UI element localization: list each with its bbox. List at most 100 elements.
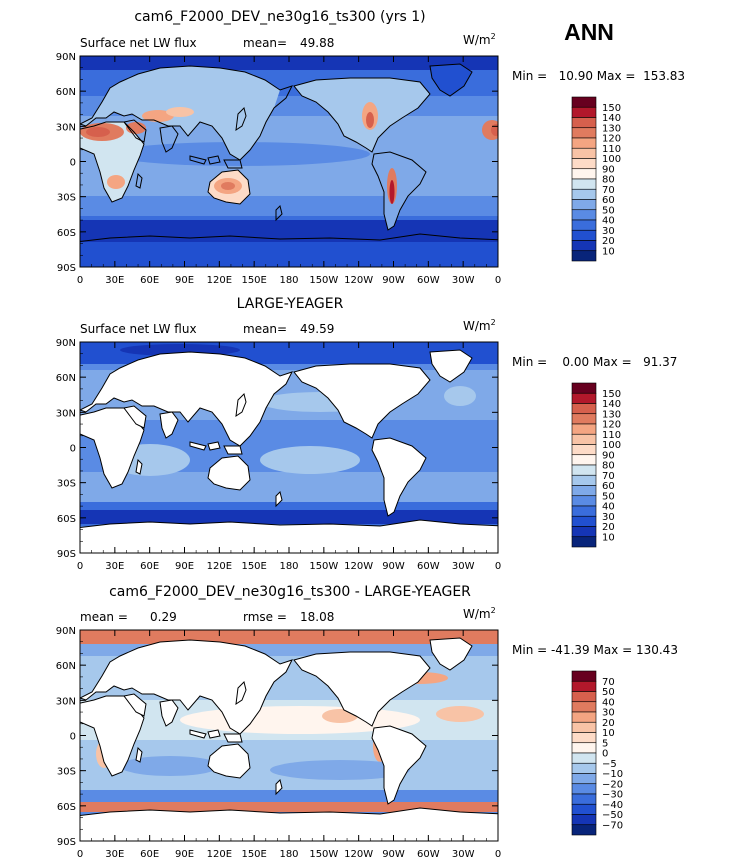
panel-title: cam6_F2000_DEV_ne30g16_ts300 (yrs 1): [134, 9, 425, 25]
lon-label: 30E: [105, 275, 124, 286]
lon-label: 150E: [241, 275, 266, 286]
colorbar-label: 30: [602, 226, 615, 237]
colorbar-box: [571, 691, 597, 703]
colorbar-box: [571, 752, 597, 764]
colorbar-label: 140: [602, 113, 621, 124]
lon-label: 120W: [344, 561, 373, 572]
lat-label: 0: [70, 158, 76, 169]
lon-label: 0: [495, 275, 501, 286]
lon-label: 180: [279, 275, 298, 286]
variable-label: Surface net LW flux: [80, 36, 197, 50]
colorbar-box: [571, 515, 597, 527]
lon-label: 0: [77, 849, 83, 860]
colorbar-label: 120: [602, 134, 621, 145]
colorbar-label: 30: [602, 708, 615, 719]
lon-label: 90W: [382, 561, 405, 572]
range-text: Min = -41.39 Max = 130.43: [512, 643, 678, 657]
lat-label: 60N: [56, 661, 76, 672]
colorbar-label: 90: [602, 164, 615, 175]
variable-label: Surface net LW flux: [80, 322, 197, 336]
lat-label: 60S: [57, 228, 76, 239]
units-exponent: 2: [491, 318, 496, 327]
colorbar-box: [571, 229, 597, 241]
lon-label: 90E: [175, 561, 194, 572]
units-base: W/m: [463, 607, 491, 621]
mean-label: mean=: [243, 322, 287, 336]
panel-observation: LARGE-YEAGER Surface net LW flux mean= 4…: [56, 296, 678, 572]
lat-label: 90N: [56, 338, 76, 349]
colorbar-label: 80: [602, 175, 615, 186]
colorbar-label: 60: [602, 195, 615, 206]
units-base: W/m: [463, 33, 491, 47]
colorbar-label: −50: [602, 810, 623, 821]
colorbar-box: [571, 188, 597, 200]
mean-value: 0.29: [150, 610, 177, 624]
colorbar-label: −30: [602, 790, 623, 801]
colorbar-label: 80: [602, 461, 615, 472]
colorbar-box: [571, 96, 597, 108]
colorbar-label: 100: [602, 440, 621, 451]
colorbar-box: [571, 106, 597, 118]
colorbar-box: [571, 474, 597, 486]
lat-label: 30S: [57, 193, 76, 204]
colorbar-box: [571, 711, 597, 723]
colorbar-box: [571, 495, 597, 507]
colorbar-box: [571, 158, 597, 170]
units-label: W/m2: [463, 318, 496, 333]
lon-label: 150W: [309, 275, 338, 286]
colorbar-box: [571, 178, 597, 190]
colorbar-label: 90: [602, 450, 615, 461]
lon-label: 150W: [309, 561, 338, 572]
rmse-label: rmse =: [243, 610, 287, 624]
colorbar-label: 20: [602, 236, 615, 247]
colorbar-box: [571, 670, 597, 682]
lon-label: 90W: [382, 275, 405, 286]
colorbar-box: [571, 762, 597, 774]
colorbar-box: [571, 721, 597, 733]
lat-label: 0: [70, 732, 76, 743]
units-label: W/m2: [463, 606, 496, 621]
colorbar-box: [571, 127, 597, 139]
colorbar-label: 130: [602, 123, 621, 134]
panel-title: cam6_F2000_DEV_ne30g16_ts300 - LARGE-YEA…: [109, 584, 471, 600]
lat-label: 90N: [56, 626, 76, 637]
units-exponent: 2: [491, 32, 496, 41]
lon-label: 180: [279, 561, 298, 572]
lon-label: 90W: [382, 849, 405, 860]
colorbar-box: [571, 505, 597, 517]
lon-label: 150E: [241, 561, 266, 572]
range-text: Min = 0.00 Max = 91.37: [512, 355, 677, 369]
lon-label: 120E: [207, 561, 232, 572]
colorbar-box: [571, 250, 597, 262]
colorbar-box: [571, 240, 597, 252]
lat-label: 90S: [57, 549, 76, 560]
colorbar-box: [571, 444, 597, 456]
lat-label: 30S: [57, 767, 76, 778]
colorbar-box: [571, 526, 597, 538]
lat-label: 60N: [56, 87, 76, 98]
colorbar-box: [571, 485, 597, 497]
lon-label: 120W: [344, 275, 373, 286]
lon-label: 150E: [241, 849, 266, 860]
lat-label: 90S: [57, 263, 76, 274]
lon-label: 60W: [417, 275, 440, 286]
colorbar-label: 140: [602, 399, 621, 410]
colorbar-box: [571, 783, 597, 795]
colorbar-box: [571, 742, 597, 754]
units-label: W/m2: [463, 32, 496, 47]
colorbar-label: 30: [602, 512, 615, 523]
colorbar-label: 5: [602, 738, 608, 749]
lon-label: 60W: [417, 561, 440, 572]
lat-label: 30N: [56, 696, 76, 707]
colorbar-box: [571, 464, 597, 476]
lon-label: 120E: [207, 275, 232, 286]
lon-label: 120W: [344, 849, 373, 860]
colorbar-box: [571, 382, 597, 394]
lat-label: 30N: [56, 408, 76, 419]
lon-label: 0: [495, 849, 501, 860]
colorbar-box: [571, 433, 597, 445]
lat-label: 90N: [56, 52, 76, 63]
